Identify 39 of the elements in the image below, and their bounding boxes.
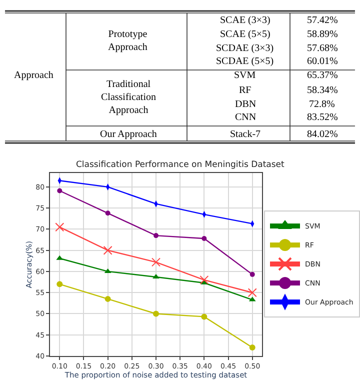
text: 72.8%: [309, 99, 335, 110]
point: [103, 246, 112, 255]
point: [200, 275, 209, 284]
point: [201, 314, 208, 320]
point: [57, 188, 62, 194]
text: RF: [239, 85, 252, 96]
point: [153, 310, 159, 317]
text: SVM: [234, 70, 256, 81]
text: Stack-7: [230, 129, 261, 140]
point: [250, 272, 255, 277]
point: [105, 210, 110, 216]
text: 65.37%: [307, 70, 338, 81]
text: CNN: [235, 112, 256, 123]
point: [104, 296, 111, 302]
text: SCAE (3×3): [220, 15, 270, 26]
chart-title: Classification Performance on Meningitis Dataset: [76, 160, 286, 170]
text: 58.89%: [307, 29, 338, 40]
text: 57.42%: [307, 15, 338, 26]
point: [56, 281, 63, 288]
text: Prototype Approach: [108, 29, 148, 53]
text: DBN: [235, 99, 256, 110]
point: [154, 233, 158, 238]
text: SCDAE (5×5): [216, 56, 274, 67]
text: Our Approach: [100, 129, 157, 140]
text: Approach: [14, 70, 54, 81]
point: [152, 274, 160, 278]
text: Traditional Classification Approach: [101, 79, 156, 116]
text: SCDAE (3×3): [216, 43, 274, 54]
point: [249, 344, 256, 351]
text: 84.02%: [307, 129, 338, 140]
point: [202, 236, 207, 242]
text: 60.01%: [307, 56, 338, 67]
text: 58.34%: [307, 85, 338, 96]
text: 57.68%: [307, 43, 338, 54]
point: [152, 258, 160, 267]
text: 83.52%: [307, 112, 338, 123]
point: [248, 288, 257, 298]
point: [55, 222, 64, 232]
text: SCAE (5×5): [220, 29, 270, 40]
